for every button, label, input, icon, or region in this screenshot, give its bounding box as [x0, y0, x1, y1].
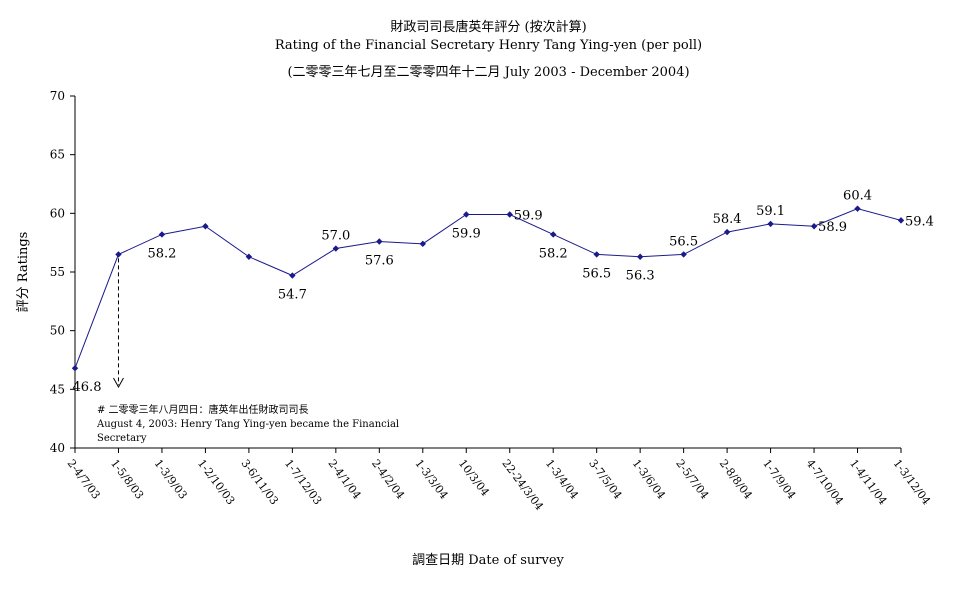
data-point — [810, 223, 818, 230]
x-tick-label: 3-7/5/04 — [586, 457, 624, 502]
x-tick-label: 4-7/10/04 — [804, 457, 846, 507]
x-tick-label: 1-7/12/03 — [282, 457, 324, 507]
annotation-arrow-head — [113, 377, 124, 389]
x-tick-label: 1-3/3/04 — [412, 457, 450, 502]
data-label: 59.1 — [756, 204, 785, 219]
data-labels: 46.8 58.2 54.7 57.0 57.6 59.9 59.9 58.2 56.5 56.3… — [73, 189, 934, 396]
data-label: 54.7 — [278, 288, 307, 303]
data-point — [289, 272, 296, 279]
series-ratings — [71, 205, 905, 372]
data-label: 60.4 — [843, 189, 872, 204]
chart-title: 財政司司長唐英年評分 (按次計算) — [390, 20, 587, 35]
x-tick-label: 2-4/2/04 — [369, 457, 407, 502]
data-point — [376, 238, 383, 245]
x-tick-label: 2-4/7/03 — [65, 457, 103, 502]
y-axis-title: 評分 Ratings — [16, 232, 31, 313]
x-tick-label: 3-6/11/03 — [238, 457, 280, 507]
data-label: 58.9 — [818, 220, 847, 235]
data-point — [463, 211, 470, 218]
data-point — [550, 231, 557, 238]
y-tick-label: 60 — [50, 206, 65, 220]
data-point — [332, 245, 340, 252]
annotation-line-3: Secretary — [97, 433, 147, 444]
data-point — [593, 251, 600, 258]
data-label: 46.8 — [73, 380, 102, 395]
data-point — [680, 251, 687, 258]
y-tick-label: 50 — [50, 324, 65, 338]
data-point — [115, 251, 122, 258]
x-tick-label: 1-3/9/03 — [152, 457, 190, 502]
annotation-line-2: August 4, 2003: Henry Tang Ying-yen beca… — [96, 419, 399, 430]
y-tick-label: 40 — [50, 441, 65, 455]
data-point — [71, 365, 79, 372]
x-tick-label: 2-8/8/04 — [717, 457, 755, 502]
data-label: 59.9 — [514, 209, 543, 224]
data-label: 59.9 — [452, 227, 481, 242]
data-point — [767, 220, 774, 228]
x-tick-label: 1-4/11/04 — [847, 457, 889, 507]
y-tick-label: 65 — [50, 148, 65, 162]
data-label: 58.4 — [713, 212, 742, 227]
data-point — [158, 231, 166, 238]
x-tick-label: 2-4/1/04 — [325, 457, 363, 502]
data-label: 57.0 — [321, 229, 350, 244]
data-label: 58.2 — [147, 246, 176, 261]
chart-subtitle-english: Rating of the Financial Secretary Henry … — [274, 38, 703, 53]
data-point — [636, 253, 644, 260]
annotation: # 二零零三年八月四日：唐英年出任財政司司長 August 4, 2003: He… — [96, 258, 399, 444]
data-point — [854, 205, 861, 212]
data-label: 57.6 — [365, 253, 394, 268]
series-line — [74, 208, 902, 369]
x-axis-title: 調查日期 Date of survey — [412, 553, 564, 568]
y-tick-label: 70 — [50, 89, 65, 103]
y-tick-label: 45 — [50, 382, 65, 396]
data-point — [506, 211, 513, 218]
data-label: 58.2 — [539, 246, 568, 261]
data-point — [723, 228, 731, 236]
x-tick-label: 1-7/9/04 — [760, 457, 798, 502]
x-tick-label: 10/3/04 — [456, 457, 492, 499]
data-point — [419, 240, 426, 248]
chart-subtitle-period: (二零零三年七月至二零零四年十二月 July 2003 - December 2… — [287, 65, 690, 80]
data-point — [245, 253, 253, 260]
annotation-line-1: # 二零零三年八月四日：唐英年出任財政司司長 — [97, 403, 309, 416]
x-tick-label: 1-5/8/03 — [108, 457, 146, 502]
x-tick-label: 1-3/4/04 — [543, 457, 581, 502]
x-tick-label: 1-3/6/04 — [630, 457, 668, 502]
x-tick-label: 2-5/7/04 — [673, 457, 711, 502]
x-tick-label: 1-3/12/04 — [891, 457, 933, 507]
x-tick-label: 22-24/3/04 — [499, 457, 546, 513]
data-label: 56.5 — [669, 234, 698, 249]
data-point — [897, 217, 905, 224]
x-tick-label: 1-2/10/03 — [195, 457, 237, 507]
y-tick-label: 55 — [50, 265, 65, 279]
data-point — [202, 223, 209, 230]
data-label: 59.4 — [905, 214, 934, 229]
data-label: 56.5 — [582, 266, 611, 281]
data-label: 56.3 — [626, 269, 655, 284]
